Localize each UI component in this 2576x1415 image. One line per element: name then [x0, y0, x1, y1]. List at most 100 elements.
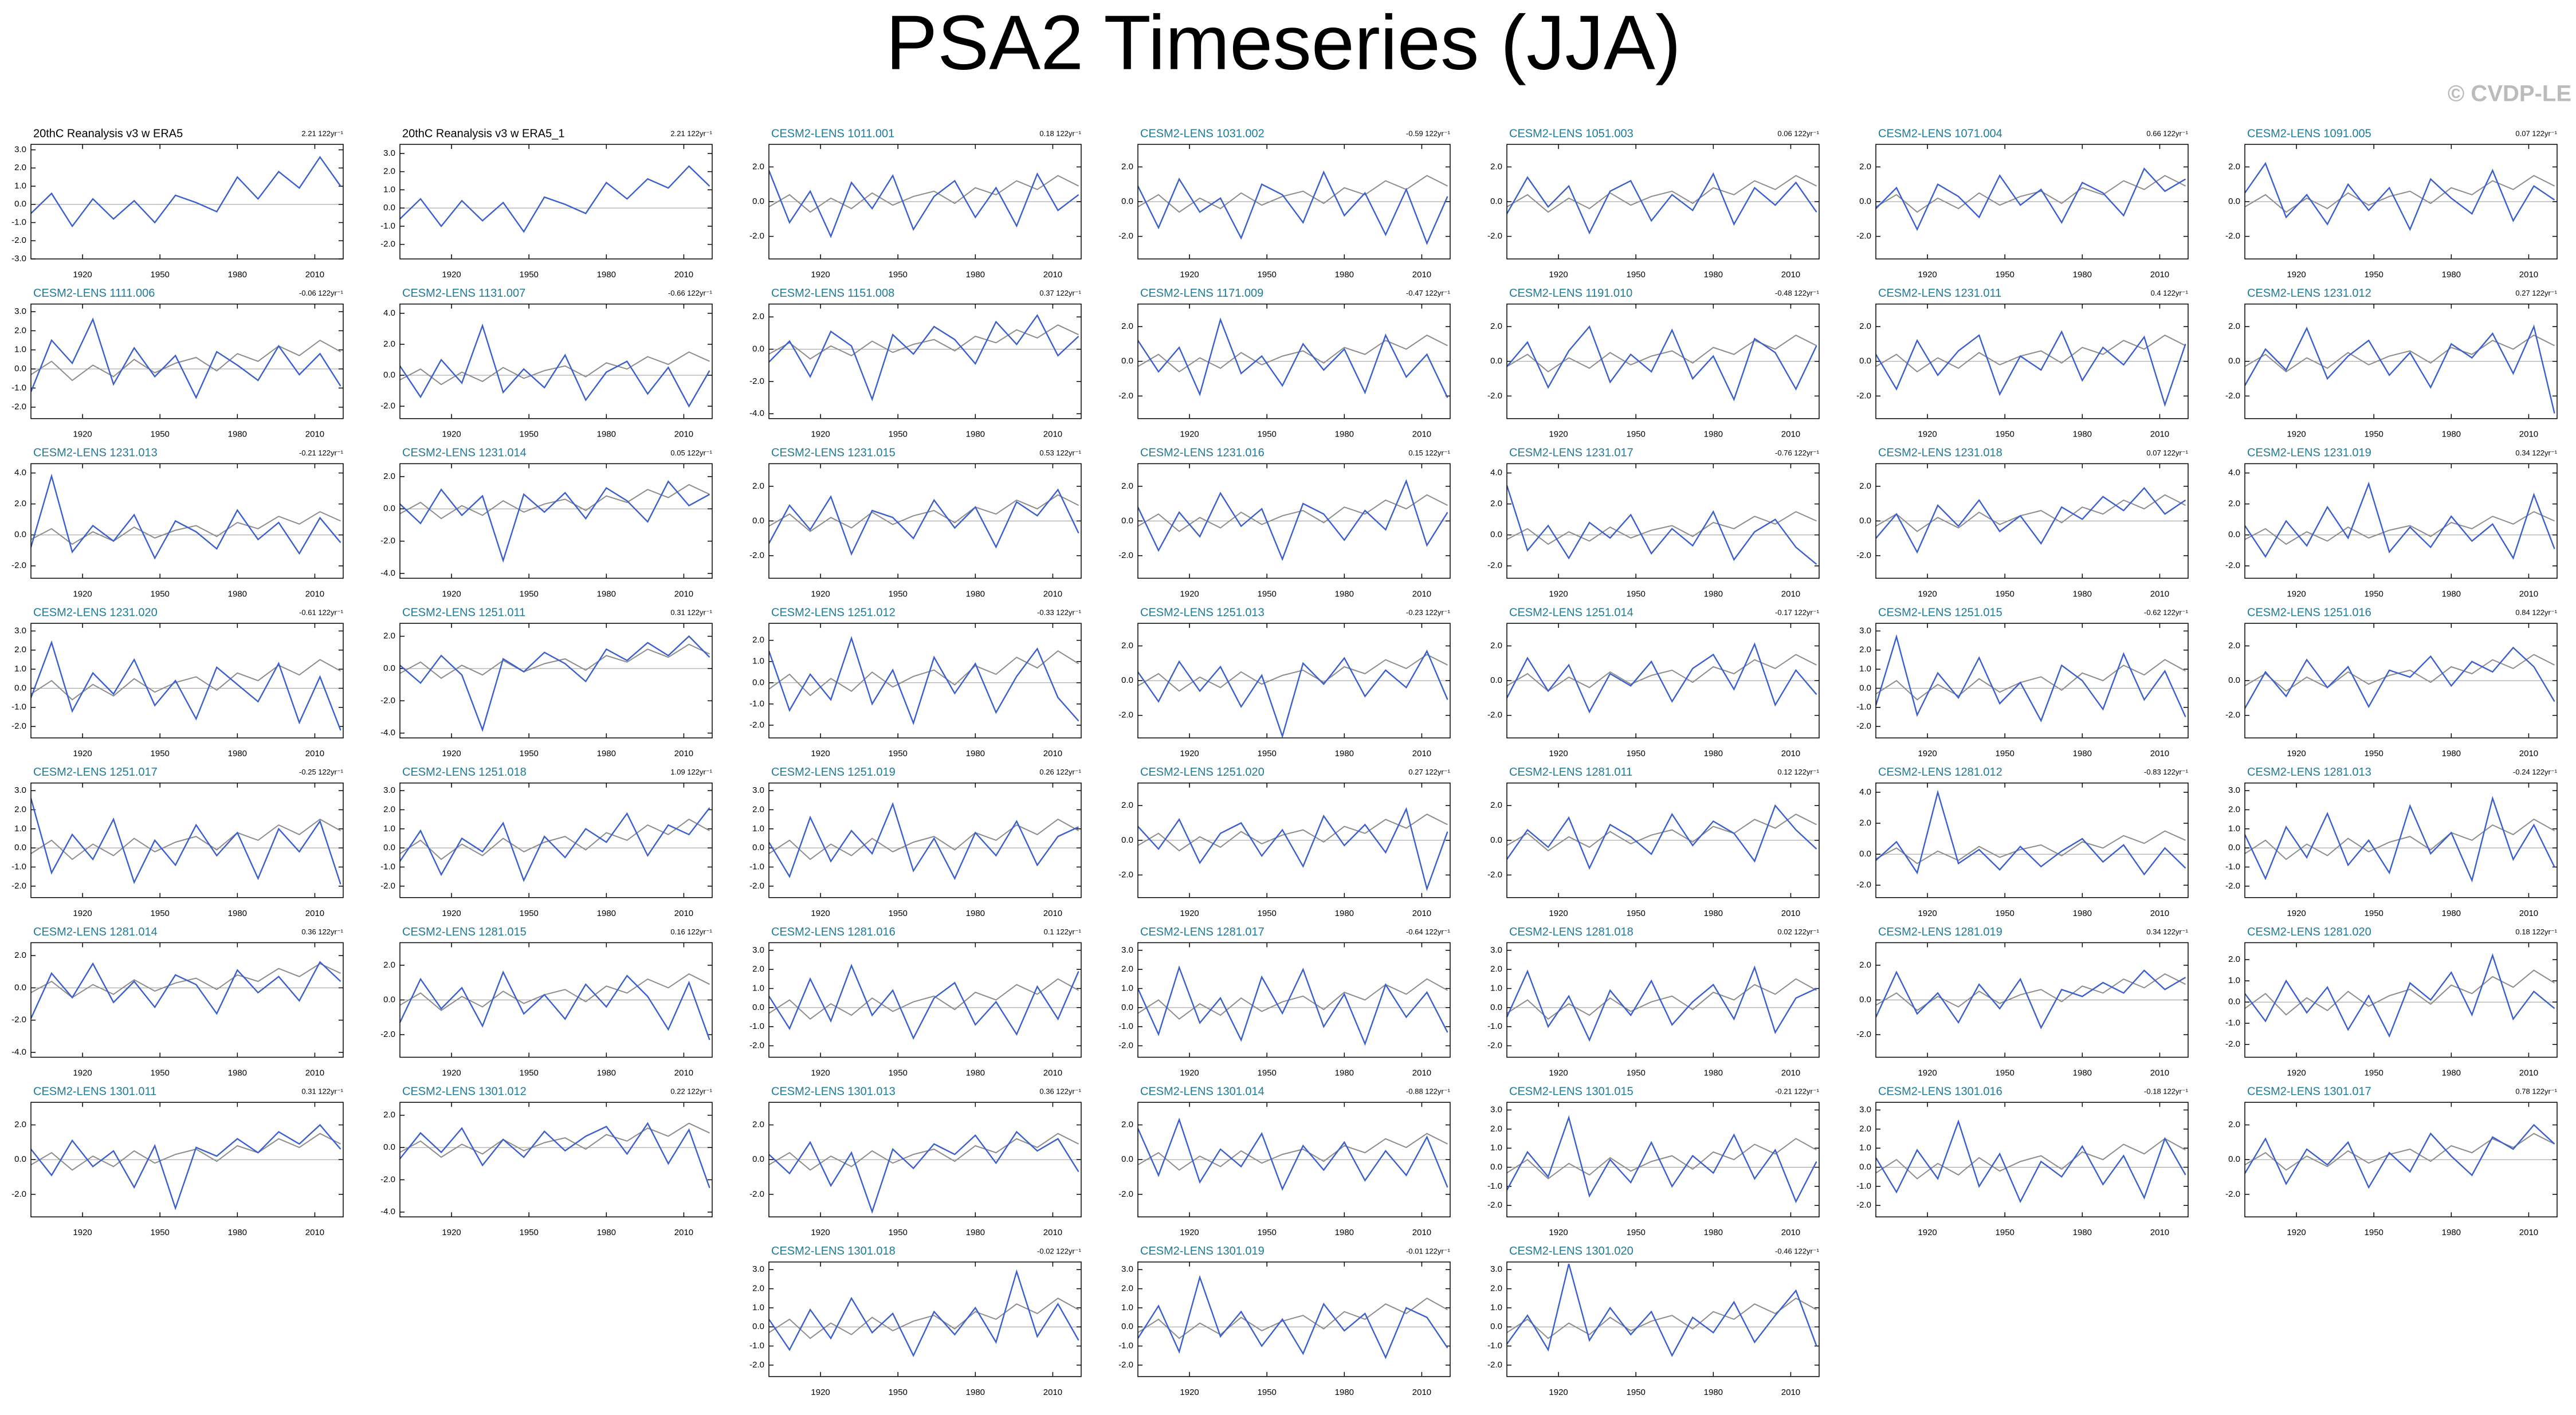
- plot-frame: [399, 144, 713, 260]
- x-tick-label: 1980: [966, 1068, 985, 1078]
- trend-label: 0.66 122yr⁻¹: [2146, 129, 2188, 137]
- panel: CESM2-LENS 1251.020 0.27 122yr⁻¹ -2.0 0.0 2.…: [1118, 766, 1451, 918]
- trend-label: 0.16 122yr⁻¹: [670, 927, 712, 936]
- trend-label: -0.64 122yr⁻¹: [1406, 927, 1451, 936]
- x-tick-label: 1920: [1918, 749, 1937, 758]
- trend-label: 0.36 122yr⁻¹: [1039, 1087, 1081, 1096]
- x-tick-label: 1950: [151, 430, 170, 439]
- y-tick-label: 3.0: [14, 626, 26, 635]
- y-tick-label: 2.0: [383, 804, 395, 814]
- y-tick-label: 1.0: [752, 657, 764, 666]
- plot-frame: [1506, 942, 1820, 1058]
- plot-frame: [2244, 144, 2558, 260]
- x-tick-label: 1950: [1996, 909, 2015, 918]
- panel: CESM2-LENS 1281.014 0.36 122yr⁻¹ -4.0 -2.0 0…: [11, 926, 344, 1078]
- reference-line: [2245, 654, 2555, 692]
- y-tick-label: 3.0: [383, 148, 395, 158]
- x-tick-label: 1980: [966, 1228, 985, 1237]
- reference-line: [2245, 969, 2555, 1016]
- plot-frame: [399, 623, 713, 738]
- y-tick-label: 1.0: [1121, 983, 1133, 993]
- panel-title: CESM2-LENS 1281.015: [402, 926, 527, 938]
- y-tick-label: 1.0: [14, 345, 26, 355]
- x-tick-label: 1980: [597, 749, 616, 758]
- y-tick-label: 4.0: [1490, 468, 1502, 478]
- y-tick-label: -2.0: [1118, 551, 1133, 560]
- x-tick-label: 1950: [520, 909, 539, 918]
- plot-frame: [2244, 463, 2558, 579]
- panel-title: CESM2-LENS 1231.011: [1878, 287, 2001, 300]
- x-tick-label: 1950: [151, 270, 170, 280]
- panel: CESM2-LENS 1251.014 -0.17 122yr⁻¹ -2.0 0.0 2…: [1487, 606, 1820, 758]
- y-tick-label: -2.0: [1118, 710, 1133, 720]
- x-tick-label: 2010: [674, 909, 693, 918]
- panel: CESM2-LENS 1251.013 -0.23 122yr⁻¹ -2.0 0.0 2…: [1118, 606, 1451, 758]
- x-tick-label: 2010: [1043, 430, 1062, 439]
- panel: CESM2-LENS 1111.006 -0.06 122yr⁻¹ -2.0 -1.0…: [11, 287, 344, 439]
- panel: CESM2-LENS 1301.013 0.36 122yr⁻¹ -2.0 0.0 2.…: [749, 1085, 1082, 1237]
- y-tick-label: -4.0: [380, 728, 395, 738]
- panel-title: CESM2-LENS 1281.014: [33, 926, 158, 938]
- x-tick-label: 1950: [1996, 1068, 2015, 1078]
- y-tick-label: 4.0: [1859, 787, 1871, 797]
- plot-frame: [399, 303, 713, 419]
- panel: CESM2-LENS 1231.011 0.4 122yr⁻¹ -2.0 0.0 2.0…: [1856, 287, 2189, 439]
- series-line: [769, 964, 1079, 1040]
- series-line: [400, 1122, 710, 1188]
- x-tick-label: 2010: [305, 430, 324, 439]
- x-tick-label: 1950: [520, 749, 539, 758]
- x-tick-label: 1980: [2073, 1228, 2092, 1237]
- x-tick-label: 2010: [2519, 270, 2538, 280]
- y-tick-label: -2.0: [380, 1029, 395, 1039]
- panel: CESM2-LENS 1231.016 0.15 122yr⁻¹ -2.0 0.0 2.…: [1118, 447, 1451, 599]
- panel: CESM2-LENS 1301.016 -0.18 122yr⁻¹ -2.0 -1.0…: [1856, 1085, 2189, 1237]
- y-tick-label: 0.0: [1859, 196, 1871, 206]
- plot-frame: [1137, 144, 1451, 260]
- trend-label: 0.37 122yr⁻¹: [1039, 289, 1081, 297]
- panel: CESM2-LENS 1051.003 0.06 122yr⁻¹ -2.0 0.0 2.…: [1487, 127, 1820, 280]
- y-tick-label: 0.0: [1490, 675, 1502, 685]
- x-tick-label: 1980: [1704, 1068, 1723, 1078]
- panel: CESM2-LENS 1301.011 0.31 122yr⁻¹ -2.0 0.0 2.…: [11, 1085, 344, 1237]
- panel: 20thC Reanalysis v3 w ERA5_1 2.21 122yr⁻¹…: [380, 127, 713, 280]
- y-tick-label: 0.0: [2228, 196, 2240, 206]
- y-tick-label: 2.0: [2228, 804, 2240, 814]
- y-tick-label: 3.0: [1490, 1264, 1502, 1274]
- y-tick-label: -1.0: [11, 383, 26, 392]
- y-tick-label: 3.0: [752, 785, 764, 795]
- plot-frame: [30, 463, 344, 579]
- y-tick-label: 2.0: [14, 499, 26, 509]
- series-line: [1138, 1117, 1448, 1191]
- reference-line: [1138, 813, 1448, 852]
- plot-frame: [1506, 1102, 1820, 1217]
- reference-line: [1138, 175, 1448, 213]
- y-tick-label: -2.0: [380, 881, 395, 891]
- y-tick-label: 2.0: [1490, 321, 1502, 331]
- x-tick-label: 1980: [597, 1068, 616, 1078]
- x-tick-label: 1920: [1549, 270, 1568, 280]
- y-tick-label: 3.0: [1121, 945, 1133, 955]
- panel: CESM2-LENS 1281.011 0.12 122yr⁻¹ -2.0 0.0 2.…: [1487, 766, 1820, 918]
- y-tick-label: 4.0: [383, 308, 395, 318]
- x-tick-label: 1980: [1704, 749, 1723, 758]
- plot-frame: [399, 463, 713, 579]
- series-line: [31, 798, 341, 885]
- panel-title: CESM2-LENS 1301.017: [2247, 1085, 2371, 1098]
- panel: CESM2-LENS 1031.002 -0.59 122yr⁻¹ -2.0 0.0 2…: [1118, 127, 1451, 280]
- y-tick-label: 2.0: [1859, 1124, 1871, 1134]
- y-tick-label: 2.0: [1121, 481, 1133, 491]
- series-line: [1876, 486, 2186, 554]
- y-tick-label: 0.0: [1859, 995, 1871, 1004]
- panel: CESM2-LENS 1171.009 -0.47 122yr⁻¹ -2.0 0.0 2…: [1118, 287, 1451, 439]
- y-tick-label: -2.0: [1118, 231, 1133, 241]
- reference-line: [31, 659, 341, 701]
- y-tick-label: -2.0: [2225, 881, 2240, 891]
- y-tick-label: 0.0: [1859, 683, 1871, 693]
- plot-frame: [1137, 783, 1451, 898]
- panel: CESM2-LENS 1231.020 -0.61 122yr⁻¹ -2.0 -1.0…: [11, 606, 344, 758]
- y-tick-label: -1.0: [1487, 1181, 1502, 1191]
- x-tick-label: 1950: [2365, 749, 2383, 758]
- panel: CESM2-LENS 1281.017 -0.64 122yr⁻¹ -2.0 -1.0…: [1118, 926, 1451, 1078]
- x-tick-label: 1920: [442, 270, 461, 280]
- y-tick-label: -2.0: [1856, 721, 1871, 731]
